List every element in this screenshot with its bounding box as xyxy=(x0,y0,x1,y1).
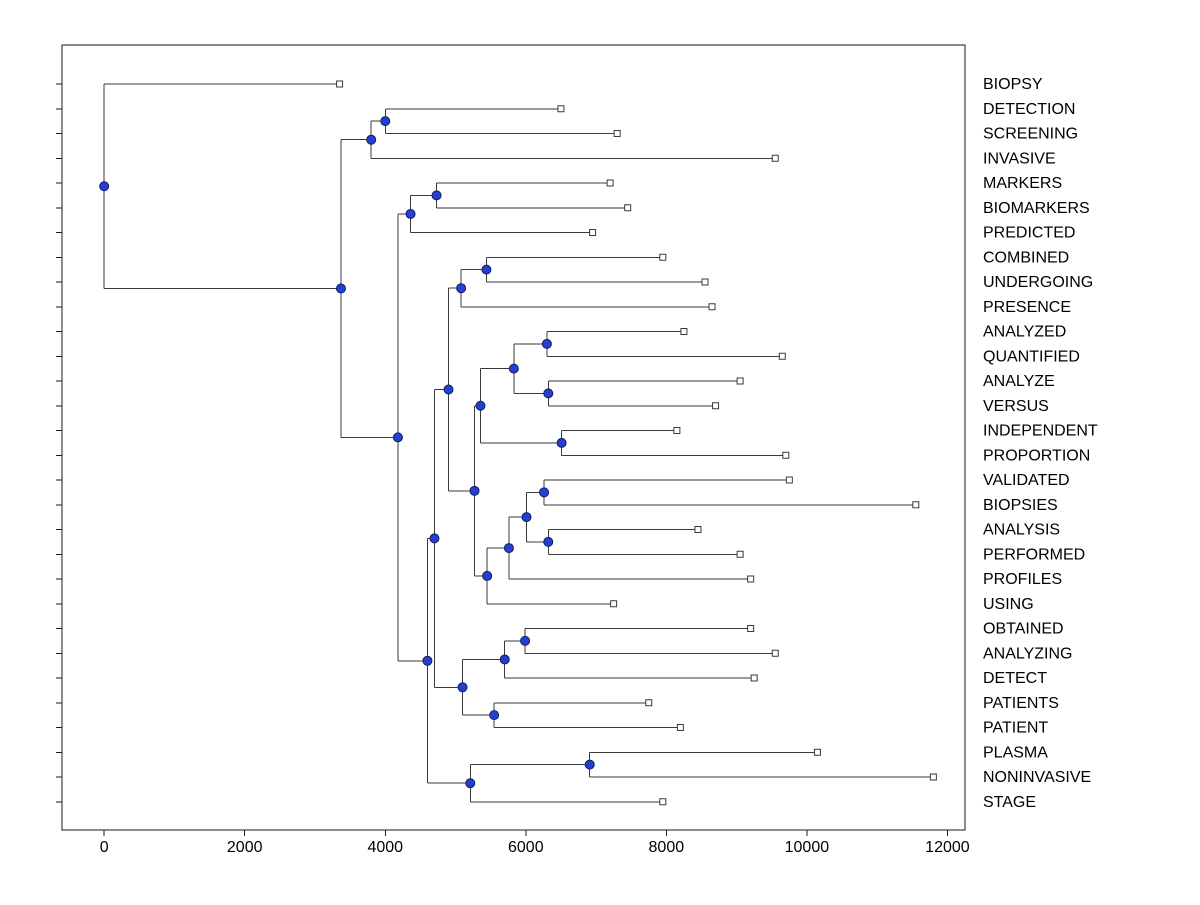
leaf-label: INDEPENDENT xyxy=(983,423,1098,440)
internal-node-marker xyxy=(543,536,554,547)
x-tick-label: 12000 xyxy=(925,839,970,856)
internal-node-marker xyxy=(429,533,440,544)
leaf-marker xyxy=(659,798,667,806)
leaf-label: NONINVASIVE xyxy=(983,769,1091,786)
leaf-label: PLASMA xyxy=(983,744,1048,761)
leaf-label: DETECT xyxy=(983,670,1047,687)
leaf-label: DETECTION xyxy=(983,101,1075,118)
leaf-marker xyxy=(912,501,920,509)
leaf-marker xyxy=(673,427,681,434)
leaf-label: SCREENING xyxy=(983,126,1078,143)
internal-node-marker xyxy=(465,778,476,789)
internal-node-marker xyxy=(521,512,532,523)
internal-node-marker xyxy=(366,134,377,145)
leaf-label: ANALYZED xyxy=(983,324,1066,341)
internal-node-marker xyxy=(469,485,480,496)
leaf-label: BIOPSY xyxy=(983,76,1043,93)
leaf-label: BIOPSIES xyxy=(983,497,1058,514)
leaf-label: VERSUS xyxy=(983,398,1049,415)
internal-node-marker xyxy=(543,388,554,399)
leaf-marker xyxy=(778,352,786,360)
leaf-marker xyxy=(680,328,688,335)
leaf-marker xyxy=(613,130,621,137)
leaf-marker xyxy=(771,649,779,657)
internal-node-marker xyxy=(584,759,595,770)
leaf-marker xyxy=(736,377,744,385)
leaf-label: PROFILES xyxy=(983,571,1062,588)
leaf-label: PATIENT xyxy=(983,720,1048,737)
internal-node-marker xyxy=(456,283,467,294)
leaf-marker xyxy=(747,625,755,632)
leaf-label: MARKERS xyxy=(983,175,1062,192)
leaf-label: PATIENTS xyxy=(983,695,1059,712)
internal-node-marker xyxy=(503,543,514,554)
internal-node-marker xyxy=(443,384,454,395)
leaf-label: USING xyxy=(983,596,1034,613)
x-tick-label: 4000 xyxy=(367,839,403,856)
leaf-marker xyxy=(624,204,632,212)
internal-node-marker xyxy=(99,181,110,192)
internal-node-marker xyxy=(489,710,500,721)
leaf-marker xyxy=(712,402,720,410)
leaf-label: QUANTIFIED xyxy=(983,348,1080,365)
internal-node-marker xyxy=(508,363,519,374)
internal-node-marker xyxy=(431,190,442,201)
leaf-marker xyxy=(782,451,790,459)
leaf-marker xyxy=(589,229,597,236)
leaf-marker xyxy=(929,773,937,781)
leaf-label: PRESENCE xyxy=(983,299,1071,316)
leaf-marker xyxy=(694,526,702,533)
leaf-label: COMBINED xyxy=(983,249,1069,266)
leaf-label: ANALYSIS xyxy=(983,522,1060,539)
leaf-marker xyxy=(336,80,344,88)
leaf-marker xyxy=(645,699,653,707)
internal-node-marker xyxy=(520,635,531,646)
internal-node-marker xyxy=(539,487,550,498)
leaf-marker xyxy=(771,154,779,162)
internal-node-marker xyxy=(392,432,403,443)
leaf-label: PROPORTION xyxy=(983,447,1090,464)
leaf-label: VALIDATED xyxy=(983,472,1070,489)
internal-node-marker xyxy=(482,570,493,581)
internal-node-marker xyxy=(405,208,416,219)
leaf-label: INVASIVE xyxy=(983,150,1056,167)
leaf-marker xyxy=(659,253,667,261)
leaf-marker xyxy=(610,600,618,608)
leaf-marker xyxy=(676,724,684,731)
internal-node-marker xyxy=(475,400,486,411)
leaf-label: OBTAINED xyxy=(983,621,1064,638)
leaf-marker xyxy=(785,476,793,484)
x-tick-label: 10000 xyxy=(785,839,830,856)
leaf-marker xyxy=(813,748,821,756)
internal-node-marker xyxy=(380,116,391,127)
plot-box xyxy=(61,44,966,831)
x-tick-label: 8000 xyxy=(649,839,685,856)
leaf-marker xyxy=(736,550,744,558)
internal-node-marker xyxy=(422,655,433,666)
leaf-label: UNDERGOING xyxy=(983,274,1093,291)
leaf-marker xyxy=(747,575,755,583)
internal-node-marker xyxy=(556,437,567,448)
internal-node-marker xyxy=(541,338,552,349)
leaf-label: ANALYZING xyxy=(983,645,1073,662)
internal-node-marker xyxy=(457,682,468,693)
leaf-label: STAGE xyxy=(983,794,1036,811)
internal-node-marker xyxy=(481,264,492,275)
leaf-marker xyxy=(708,303,716,311)
leaf-marker xyxy=(606,179,614,187)
leaf-marker xyxy=(750,674,758,682)
leaf-label: PREDICTED xyxy=(983,225,1075,242)
internal-node-marker xyxy=(499,654,510,665)
x-tick-label: 2000 xyxy=(227,839,263,856)
x-tick-label: 6000 xyxy=(508,839,544,856)
leaf-label: PERFORMED xyxy=(983,546,1085,563)
x-tick-label: 0 xyxy=(100,839,109,856)
leaf-label: BIOMARKERS xyxy=(983,200,1090,217)
leaf-marker xyxy=(557,105,565,113)
leaf-label: ANALYZE xyxy=(983,373,1055,390)
leaf-marker xyxy=(701,278,709,286)
internal-node-marker xyxy=(335,283,346,294)
